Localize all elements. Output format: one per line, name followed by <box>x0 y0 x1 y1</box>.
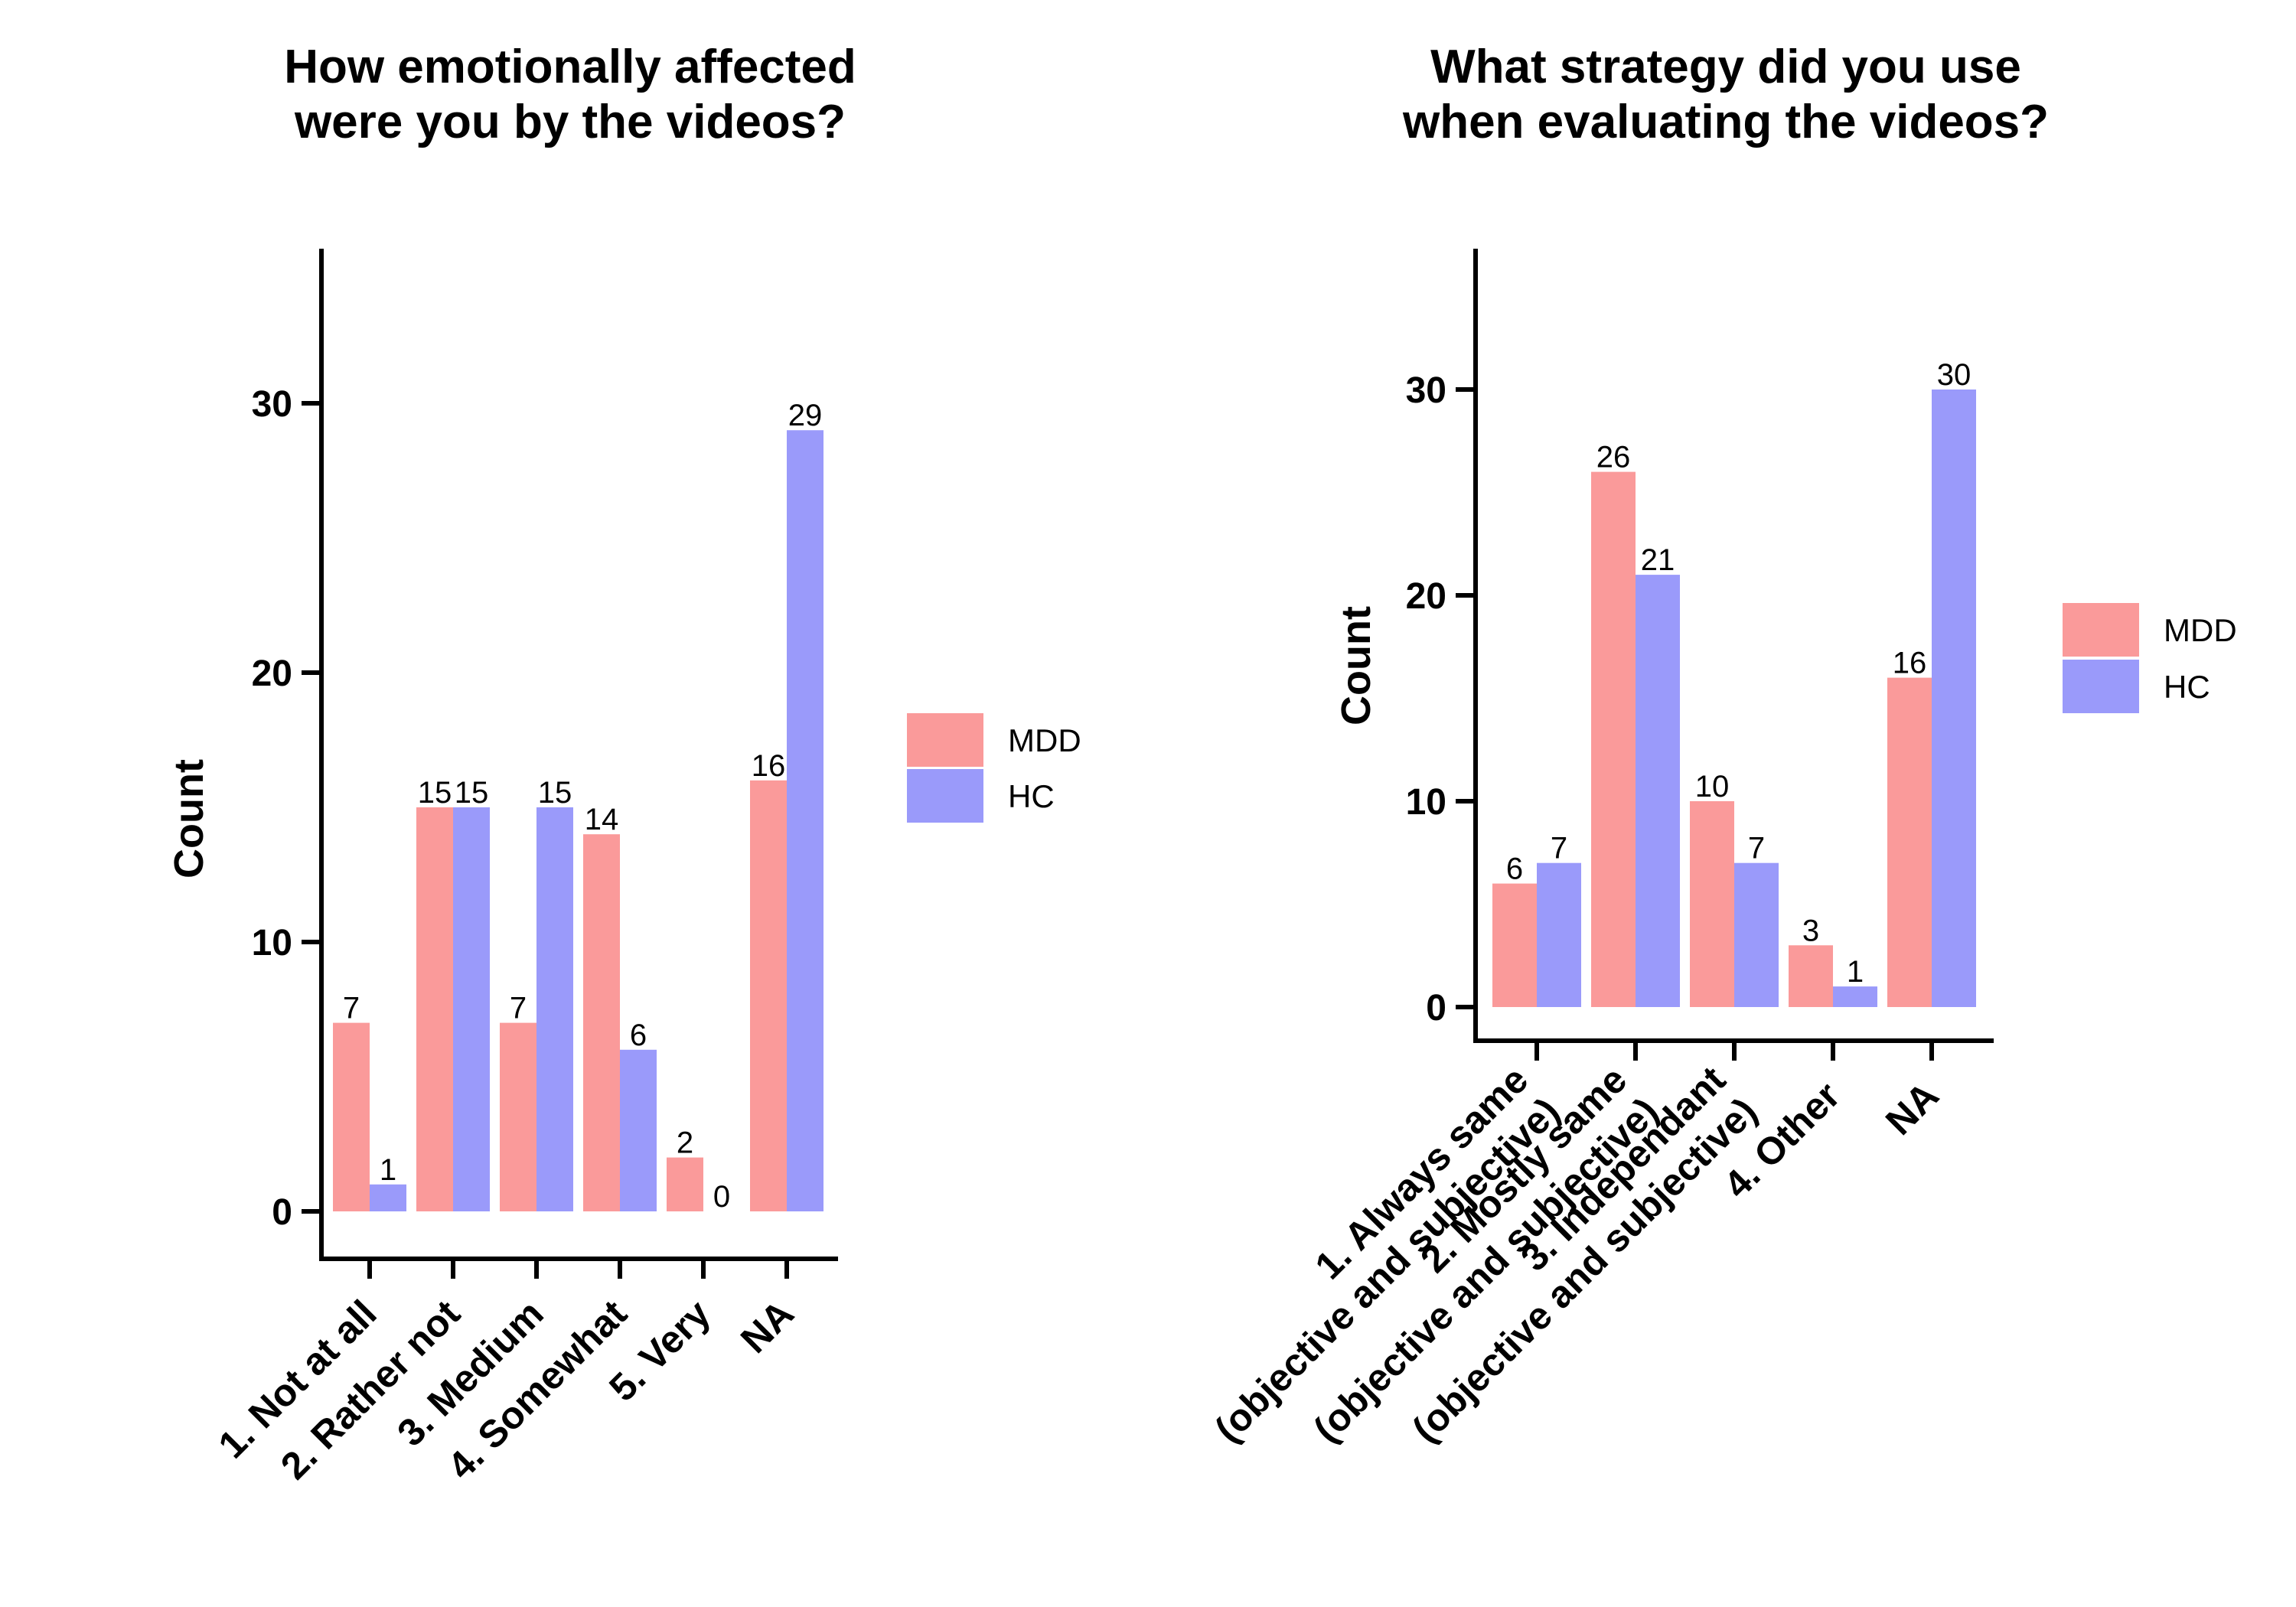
bar-hc-3-medium <box>536 807 573 1211</box>
bar-mdd-3-independant <box>1690 801 1734 1007</box>
bar-mdd-2-mostly-same <box>1591 471 1636 1007</box>
bar-mdd-2-rather-not <box>416 807 453 1211</box>
bar-hc-3-independant <box>1734 862 1779 1007</box>
data-label-hc-na: 29 <box>788 399 823 432</box>
legend-swatch-hc <box>2063 660 2139 713</box>
legend-label-mdd: MDD <box>2164 612 2237 648</box>
x-tick-label-line: NA <box>1877 1074 1947 1143</box>
bar-hc-4-other <box>1833 986 1877 1007</box>
data-label-hc-na: 30 <box>1937 358 1971 392</box>
data-label-mdd-4-other: 3 <box>1802 914 1819 947</box>
data-label-mdd-2-rather-not: 15 <box>418 776 452 810</box>
legend-swatch-mdd <box>907 713 983 767</box>
data-label-mdd-na: 16 <box>1893 647 1927 680</box>
bar-hc-na <box>1932 390 1976 1007</box>
data-label-mdd-1-not-at-all: 7 <box>343 992 360 1025</box>
y-axis-label: Count <box>1333 606 1379 725</box>
x-tick-label-line: NA <box>732 1292 802 1361</box>
y-tick-label-30: 30 <box>1406 370 1446 411</box>
data-label-hc-1-always-same: 7 <box>1551 832 1567 865</box>
data-label-mdd-2-mostly-same: 26 <box>1596 441 1631 474</box>
data-label-hc-4-other: 1 <box>1847 955 1864 989</box>
y-axis-label: Count <box>166 759 212 878</box>
bar-mdd-na <box>750 780 787 1211</box>
bar-hc-2-mostly-same <box>1636 575 1680 1007</box>
chart-title-line-2: were you by the videos? <box>294 96 846 148</box>
chart-title-line-2: when evaluating the videos? <box>1402 96 2049 148</box>
data-label-hc-2-rather-not: 15 <box>455 776 489 810</box>
x-tick-label-na: NA <box>1877 1074 1947 1143</box>
data-label-mdd-4-somewhat: 14 <box>585 803 619 836</box>
data-label-hc-1-not-at-all: 1 <box>380 1153 396 1187</box>
data-label-hc-5-very: 0 <box>713 1180 730 1214</box>
bar-hc-2-rather-not <box>453 807 490 1211</box>
data-label-mdd-3-medium: 7 <box>510 992 527 1025</box>
chart-title-line-1: What strategy did you use <box>1430 41 2021 93</box>
bar-mdd-5-very <box>667 1157 703 1211</box>
bar-hc-1-always-same <box>1537 862 1581 1007</box>
bar-hc-1-not-at-all <box>370 1184 406 1211</box>
y-tick-label-20: 20 <box>1406 576 1446 617</box>
data-label-mdd-5-very: 2 <box>677 1126 693 1160</box>
legend-label-hc: HC <box>2164 669 2210 705</box>
bar-mdd-1-always-same <box>1492 883 1537 1007</box>
data-label-mdd-na: 16 <box>752 749 786 783</box>
y-tick-label-30: 30 <box>252 384 292 425</box>
y-tick-label-10: 10 <box>1406 782 1446 823</box>
legend-label-hc: HC <box>1008 778 1055 814</box>
y-tick-label-0: 0 <box>272 1192 292 1233</box>
bar-hc-4-somewhat <box>620 1049 657 1211</box>
bar-mdd-4-somewhat <box>583 834 620 1211</box>
y-tick-label-20: 20 <box>252 654 292 694</box>
bar-mdd-1-not-at-all <box>333 1022 370 1211</box>
bar-mdd-na <box>1887 677 1932 1007</box>
data-label-mdd-1-always-same: 6 <box>1506 852 1523 886</box>
x-tick-label-na: NA <box>732 1292 802 1361</box>
data-label-hc-2-mostly-same: 21 <box>1641 543 1675 577</box>
y-tick-label-0: 0 <box>1426 988 1446 1028</box>
y-tick-label-10: 10 <box>252 923 292 963</box>
data-label-hc-3-independant: 7 <box>1748 832 1765 865</box>
legend-swatch-hc <box>907 769 983 823</box>
bar-hc-na <box>787 430 823 1211</box>
chart-title-line-1: How emotionally affected <box>284 41 856 93</box>
legend-label-mdd: MDD <box>1008 722 1081 758</box>
data-label-hc-3-medium: 15 <box>538 776 572 810</box>
bar-mdd-4-other <box>1789 945 1833 1007</box>
legend-swatch-mdd <box>2063 603 2139 657</box>
bar-mdd-3-medium <box>500 1022 536 1211</box>
data-label-mdd-3-independant: 10 <box>1695 770 1730 804</box>
data-label-hc-4-somewhat: 6 <box>630 1019 647 1052</box>
